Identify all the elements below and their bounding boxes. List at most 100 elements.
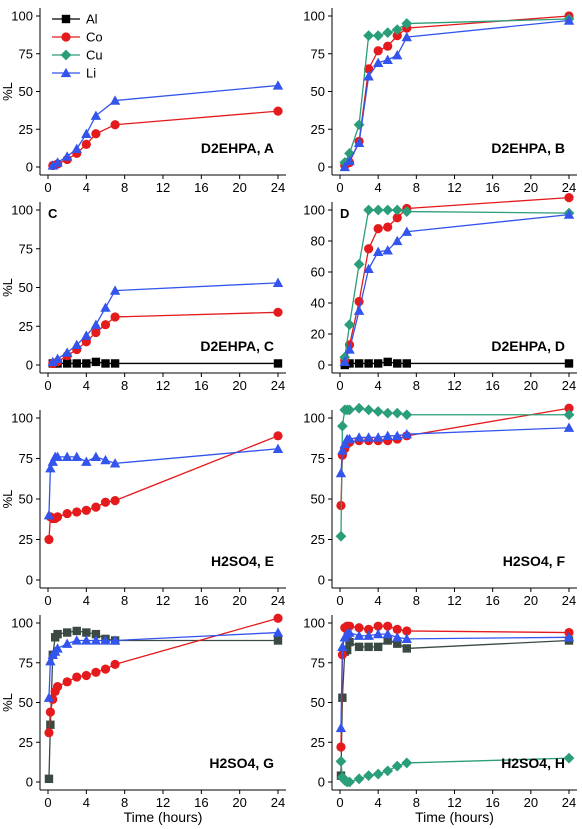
- data-point: [353, 137, 365, 147]
- series-li: [335, 422, 575, 478]
- data-point: [72, 359, 81, 368]
- x-tick-label: 8: [413, 378, 420, 393]
- data-point: [47, 160, 58, 170]
- data-point: [382, 407, 394, 419]
- chart-panel-1: 0 4 8 12 16 20 24 0 25 50 75 100 %L D2EHPA, A: [0, 8, 286, 195]
- data-point: [81, 635, 92, 645]
- x-tick-label: 20: [232, 378, 246, 393]
- data-point: [81, 330, 92, 340]
- data-point: [338, 693, 347, 702]
- data-point: [71, 339, 82, 350]
- y-tick-label: 25: [311, 532, 325, 547]
- data-point: [372, 30, 384, 42]
- x-tick-label: 0: [44, 180, 51, 195]
- data-point: [563, 409, 575, 421]
- data-point: [401, 18, 413, 29]
- data-point: [564, 193, 574, 203]
- x-tick-label: 24: [271, 378, 285, 393]
- y-axis-label: %L: [0, 82, 15, 101]
- data-point: [344, 776, 355, 788]
- data-point: [90, 635, 102, 645]
- x-tick-label: 4: [375, 795, 382, 810]
- series-co: [336, 403, 574, 511]
- data-point: [344, 319, 355, 331]
- data-point: [373, 621, 383, 631]
- data-point: [353, 402, 365, 414]
- x-tick-label: 16: [485, 378, 499, 393]
- data-point: [344, 433, 355, 444]
- data-point: [52, 682, 63, 692]
- data-point: [44, 534, 54, 545]
- y-tick-label: 0: [318, 160, 325, 175]
- data-point: [336, 742, 346, 752]
- data-point: [44, 728, 54, 738]
- data-point: [335, 467, 347, 478]
- legend-marker-li: [60, 67, 72, 78]
- data-point: [344, 344, 355, 354]
- data-point: [363, 30, 375, 42]
- legend-marker-al: [61, 14, 71, 24]
- x-tick-label: 4: [375, 593, 382, 608]
- y-tick-label: 50: [311, 492, 325, 507]
- x-tick-label: 12: [156, 378, 170, 393]
- x-tick-label: 12: [156, 795, 170, 810]
- data-point: [344, 621, 355, 631]
- data-point: [47, 356, 58, 367]
- legend-label: Co: [86, 30, 103, 45]
- data-point: [401, 757, 413, 769]
- x-tick-label: 24: [562, 795, 576, 810]
- series-line: [340, 427, 570, 474]
- data-point: [364, 244, 374, 254]
- x-tick-label: 16: [194, 378, 208, 393]
- data-point: [392, 430, 403, 440]
- x-tick-label: 16: [194, 593, 208, 608]
- x-tick-label: 0: [44, 795, 51, 810]
- data-point: [345, 637, 354, 647]
- panel-title: D2EHPA, C: [200, 338, 274, 354]
- data-point: [90, 319, 102, 329]
- data-point: [110, 496, 120, 506]
- data-point: [337, 445, 348, 455]
- data-point: [363, 630, 374, 640]
- data-point: [91, 357, 101, 367]
- data-point: [372, 204, 384, 216]
- y-tick-label: 60: [311, 265, 325, 280]
- data-point: [52, 353, 63, 363]
- data-point: [363, 432, 374, 442]
- x-tick-label: 8: [121, 180, 128, 195]
- x-tick-label: 8: [121, 378, 128, 393]
- data-point: [363, 204, 375, 216]
- data-point: [62, 628, 72, 637]
- data-point: [53, 629, 62, 639]
- data-point: [336, 420, 348, 432]
- data-point: [52, 643, 63, 653]
- data-point: [81, 456, 92, 466]
- data-point: [382, 245, 393, 255]
- x-tick-label: 0: [44, 378, 51, 393]
- x-tick-label: 16: [485, 795, 499, 810]
- data-point: [82, 359, 91, 368]
- series-li: [339, 209, 575, 367]
- legend-label: Cu: [86, 48, 103, 63]
- data-point: [363, 770, 375, 782]
- data-point: [354, 642, 364, 652]
- data-point: [344, 155, 355, 166]
- data-point: [109, 285, 121, 295]
- x-tick-label: 8: [413, 795, 420, 810]
- data-point: [273, 307, 283, 317]
- y-tick-label: 75: [311, 655, 325, 670]
- data-point: [344, 627, 355, 637]
- y-tick-label: 50: [19, 84, 33, 99]
- x-tick-label: 24: [271, 593, 285, 608]
- x-axis-label: Time (hours): [415, 809, 494, 825]
- panel-title: H2SO4, F: [503, 553, 566, 569]
- y-tick-label: 0: [26, 775, 33, 790]
- panel-corner-letter: C: [48, 206, 58, 221]
- data-point: [337, 641, 348, 652]
- data-point: [272, 80, 284, 90]
- data-point: [383, 222, 393, 232]
- data-point: [382, 430, 393, 440]
- x-tick-label: 16: [194, 180, 208, 195]
- data-point: [273, 359, 283, 368]
